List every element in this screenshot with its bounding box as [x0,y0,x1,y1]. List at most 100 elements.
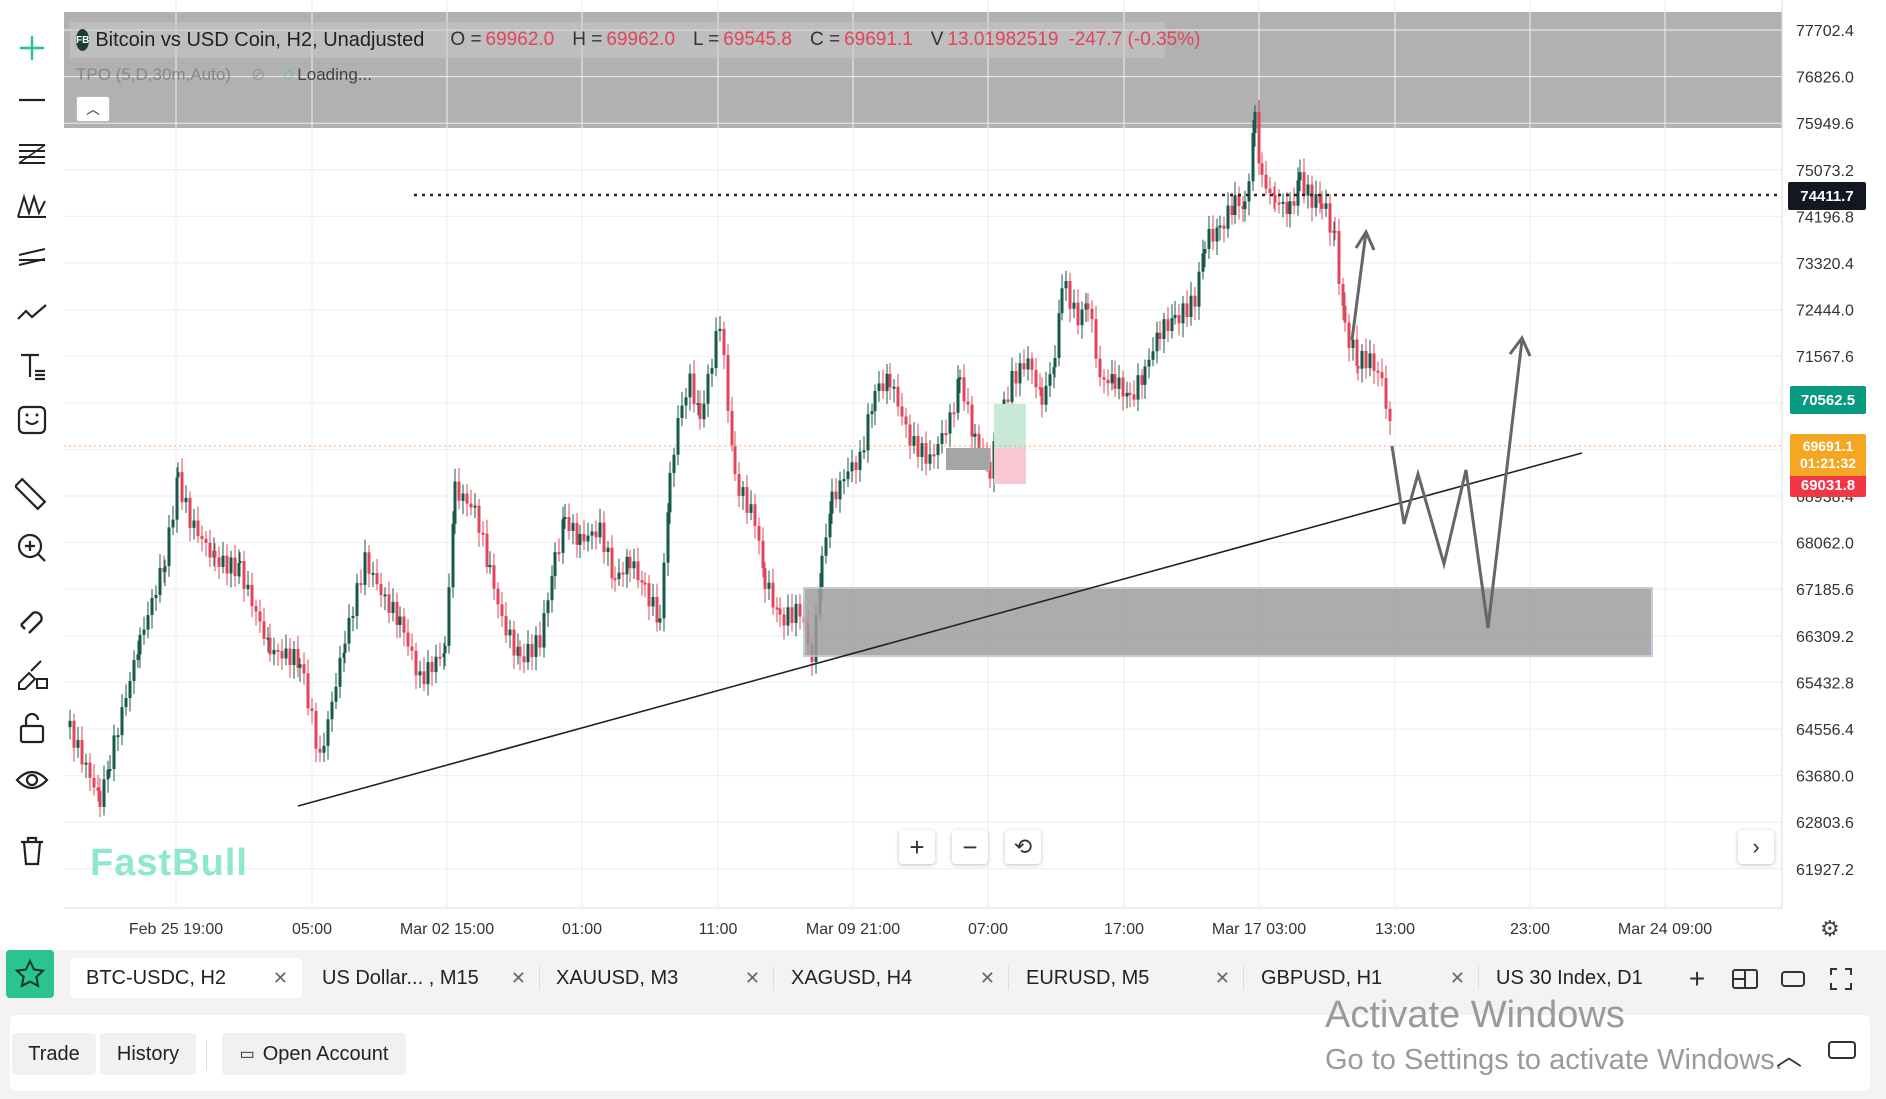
crosshair-icon[interactable] [10,28,54,68]
unlock-icon[interactable] [10,708,54,748]
time-tick-label: 23:00 [1510,921,1550,938]
projection-zigzag-path[interactable] [1390,339,1524,629]
short-position-loss [994,448,1026,484]
price-tick-label: 75949.6 [1796,116,1854,133]
time-tick-label: 01:00 [562,921,602,938]
time-tick-label: Mar 17 03:00 [1212,921,1306,938]
minus-icon: − [962,831,978,862]
time-tick-label: 05:00 [292,921,332,938]
tab-label: GBPUSD, H1 [1261,966,1383,989]
panel-window-icon[interactable] [1828,1040,1856,1065]
parallel-channel-icon[interactable] [10,238,54,278]
favorites-button[interactable] [6,950,54,998]
time-tick-label: 11:00 [699,921,738,938]
tab-xagusd[interactable]: XAGUSD, H4 ✕ [775,958,1009,998]
zoom-in-icon[interactable] [10,528,54,568]
price-chart[interactable]: 77702.4 76826.0 75949.6 75073.2 74196.8 73320… [0,0,1886,950]
close-icon[interactable]: ✕ [272,967,288,988]
tab-xauusd[interactable]: XAUUSD, M3 ✕ [540,958,774,998]
text-icon[interactable] [10,346,54,386]
layout-button[interactable] [1728,962,1762,996]
indicator-row: TPO (5,D,30m,Auto) ⊘ ◌ Loading... [70,60,372,90]
collapse-legend-button[interactable]: ︿ [76,96,110,122]
close-icon[interactable]: ✕ [744,967,760,988]
tab-eurusd[interactable]: EURUSD, M5 ✕ [1010,958,1244,998]
ruler-icon[interactable] [10,474,54,514]
symbol-tabs-bar [0,950,1886,1008]
last-price-tag: 69691.1 01:21:32 [1790,434,1866,476]
price-tick-label: 72444.0 [1796,303,1854,320]
ascending-trendline[interactable] [297,452,1583,807]
tab-label: US Dollar... , M15 [322,966,479,989]
magnet-icon[interactable] [10,600,54,640]
arrow-head-icon [1354,228,1376,251]
fullscreen-icon [1830,968,1852,990]
trash-icon[interactable] [10,830,54,870]
close-icon[interactable]: ✕ [510,967,526,988]
price-tick-label: 74196.8 [1796,209,1854,226]
lock-drawing-icon[interactable] [10,654,54,694]
tab-gbpusd[interactable]: GBPUSD, H1 ✕ [1245,958,1479,998]
scroll-right-button[interactable]: › [1738,830,1774,864]
trend-line-icon[interactable] [10,292,54,332]
projection-arrow-up-short[interactable] [1350,231,1368,341]
tab-btc-usdc[interactable]: BTC-USDC, H2 ✕ [70,958,302,998]
time-axis[interactable]: Feb 25 19:00 05:00 Mar 02 15:00 01:00 11:00 M… [129,921,1712,938]
tpo-indicator[interactable]: TPO (5,D,30m,Auto) [76,65,231,84]
add-tab-button[interactable]: + [1680,962,1714,996]
close-icon[interactable]: ✕ [979,967,995,988]
change-value: -247.7 (-0.35%) [1068,29,1201,50]
price-tick-label: 66309.2 [1796,629,1854,646]
hide-indicator-icon[interactable]: ⊘ [250,65,266,84]
horizontal-line-icon[interactable] [10,80,54,120]
fastbull-badge-icon: FB [76,29,90,51]
low-value: 69545.8 [723,29,792,50]
expand-panel-icon[interactable]: ︿ [1776,1041,1803,1071]
history-button[interactable]: History [100,1033,196,1075]
open-value: 69962.0 [485,29,555,50]
bar-countdown: 01:21:32 [1799,455,1857,471]
price-tick-label: 61927.2 [1796,862,1854,879]
tab-us-dollar[interactable]: US Dollar... , M15 ✕ [306,958,540,998]
drawing-toolbar [0,0,64,910]
activate-windows-subtitle: Go to Settings to activate Windows. [1325,1044,1783,1076]
eye-icon[interactable] [10,760,54,800]
tab-label: XAGUSD, H4 [791,966,913,989]
emoji-icon[interactable] [10,400,54,440]
open-label: O = [450,29,482,50]
trade-button[interactable]: Trade [12,1033,96,1075]
price-tick-label: 75073.2 [1796,163,1854,180]
close-icon[interactable]: ✕ [1449,967,1465,988]
price-tick-label: 67185.6 [1796,582,1854,599]
app-background [0,0,1886,1005]
price-tick-label: 68062.0 [1796,536,1854,553]
tab-us30[interactable]: US 30 Index, D1 [1480,958,1670,998]
fullscreen-button[interactable] [1824,962,1858,996]
tab-label: EURUSD, M5 [1026,966,1150,989]
time-tick-label: Mar 24 09:00 [1618,921,1712,938]
symbol-title[interactable]: Bitcoin vs USD Coin, H2, Unadjusted [95,28,425,51]
window-button[interactable] [1776,962,1810,996]
close-value: 69691.1 [844,29,913,50]
pattern-icon[interactable] [10,186,54,226]
chart-settings-icon[interactable]: ⚙ [1820,916,1840,941]
high-value: 69962.0 [606,29,676,50]
time-tick-label: 17:00 [1104,921,1144,938]
time-tick-label: Mar 02 15:00 [400,921,494,938]
last-price-value: 69691.1 [1802,438,1854,454]
reset-chart-button[interactable]: ⟲ [1005,830,1041,864]
price-axis[interactable]: 77702.4 76826.0 75949.6 75073.2 74196.8 73320… [1796,23,1854,879]
tab-label: XAUUSD, M3 [556,966,679,989]
price-tick-label: 65432.8 [1796,675,1854,692]
fib-retracement-icon[interactable] [10,134,54,174]
zoom-in-button[interactable]: + [899,830,935,864]
open-account-button[interactable]: ▭ Open Account [222,1033,406,1075]
demand-zone [803,587,1653,657]
tab-label: BTC-USDC, H2 [86,966,227,989]
fastbull-logo: FastBull [90,842,248,884]
account-icon: ▭ [239,1046,255,1063]
candles-layer [68,100,1392,818]
close-icon[interactable]: ✕ [1214,967,1230,988]
zoom-out-button[interactable]: − [952,830,988,864]
price-tick-label: 71567.6 [1796,349,1854,366]
